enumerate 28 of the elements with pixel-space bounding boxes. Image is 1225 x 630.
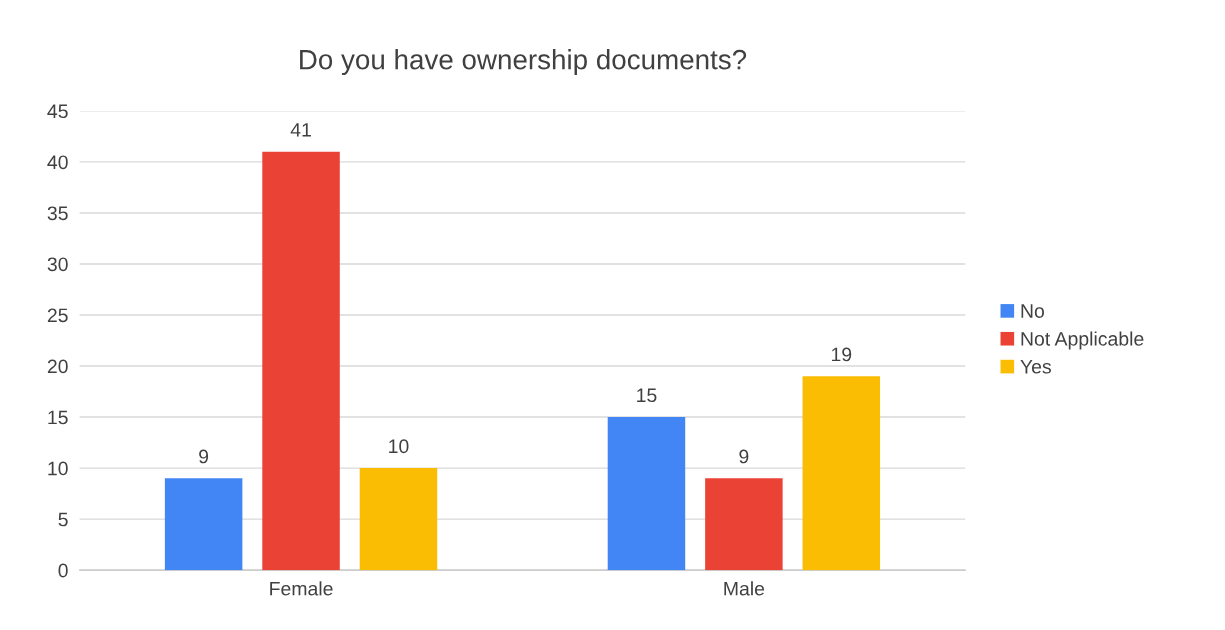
y-tick-label: 25: [47, 308, 68, 323]
legend-label: Not Applicable: [1021, 331, 1144, 350]
legend-label: Yes: [1020, 360, 1051, 374]
y-tick-label: 15: [48, 410, 68, 425]
data-label: 41: [290, 123, 311, 137]
bar: [705, 478, 783, 571]
y-tick-label: 0: [58, 563, 68, 578]
y-tick-label: 40: [47, 155, 68, 170]
bar: [262, 151, 340, 571]
bar: [607, 417, 686, 571]
bar: [802, 376, 881, 571]
y-tick-label: 30: [47, 257, 68, 272]
chart-title: Do you have ownership documents?: [300, 49, 747, 75]
data-label: 10: [389, 439, 409, 454]
y-tick-label: 10: [48, 461, 68, 476]
bar: [359, 468, 438, 571]
data-label: 9: [739, 449, 749, 464]
y-tick-label: 20: [47, 359, 68, 374]
data-label: 19: [831, 347, 852, 362]
data-label: 9: [199, 449, 209, 464]
y-tick-label: 5: [58, 512, 68, 527]
bar: [164, 478, 243, 571]
y-tick-label: 45: [47, 104, 68, 119]
x-tick-label: Male: [724, 581, 765, 596]
data-label: 15: [637, 388, 657, 403]
legend-label: No: [1021, 304, 1044, 318]
x-tick-label: Female: [270, 581, 333, 596]
y-tick-label: 35: [47, 206, 68, 221]
